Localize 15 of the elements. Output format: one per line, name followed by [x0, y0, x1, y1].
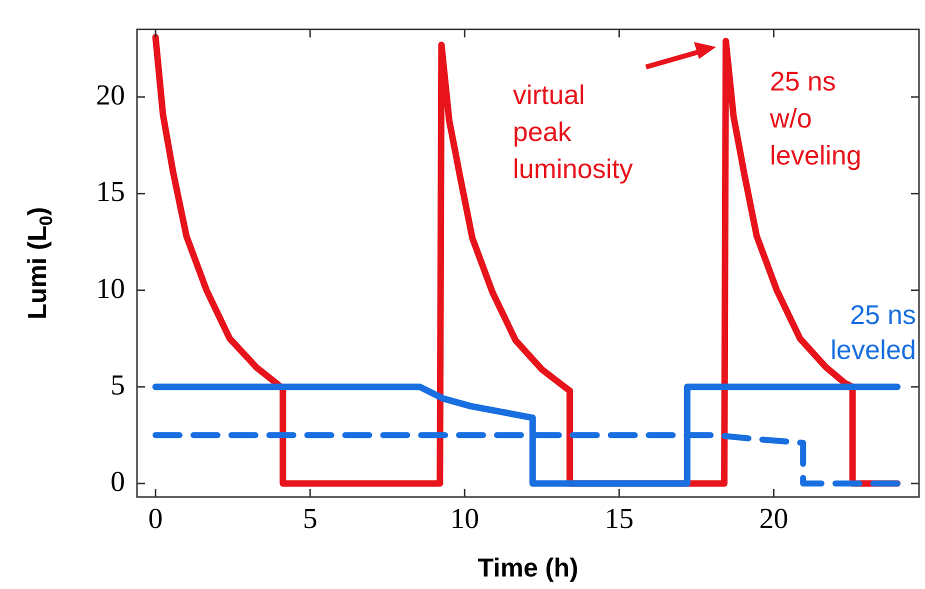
y-tick-label: 10 [96, 272, 125, 305]
y-axis-title: Lumi (L0) [22, 206, 56, 320]
y-tick-label: 0 [110, 466, 125, 498]
x-tick-label: 0 [148, 503, 163, 536]
y-tick-label: 20 [96, 80, 125, 112]
series-label: 25 ns leveled [830, 300, 916, 365]
y-tick-label: 5 [110, 369, 125, 402]
x-tick-label: 10 [450, 503, 480, 536]
x-tick-label: 5 [302, 503, 318, 536]
y-tick-label: 15 [96, 176, 125, 208]
annotation: virtual peak luminosity [512, 80, 634, 184]
x-axis-title: Time (h) [478, 552, 578, 583]
x-tick-label: 20 [759, 503, 788, 536]
x-tick-label: 15 [604, 503, 634, 536]
series-label: 25 ns w/o leveling [768, 66, 862, 170]
